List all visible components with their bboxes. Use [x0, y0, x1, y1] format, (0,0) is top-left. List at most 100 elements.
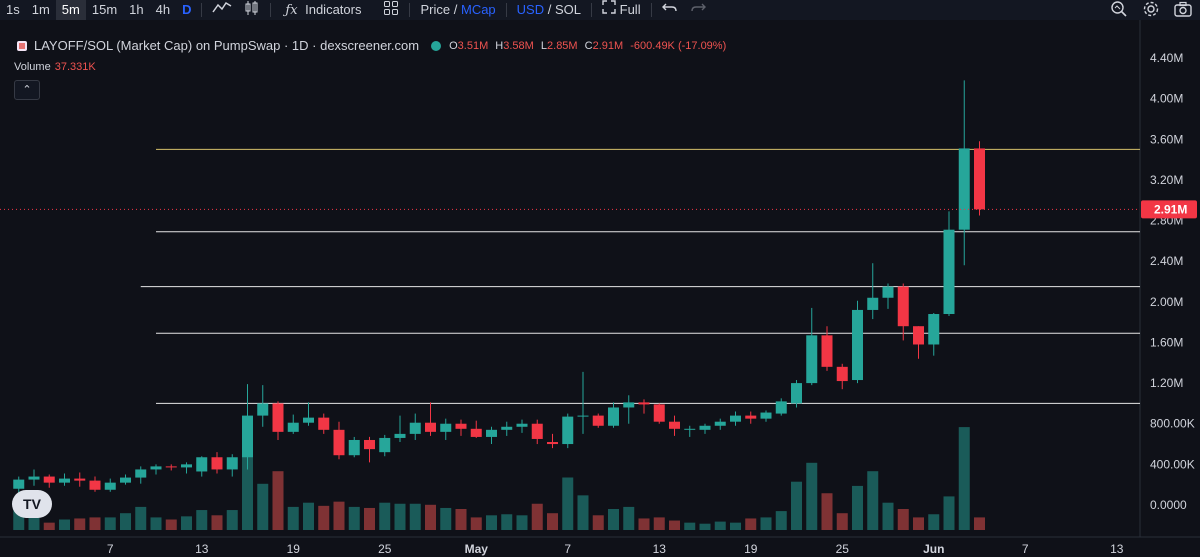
candle-body: [440, 423, 452, 432]
chart-canvas[interactable]: 4.40M4.00M3.60M3.20M2.80M2.40M2.00M1.60M…: [0, 20, 1200, 557]
settings-button[interactable]: [1142, 0, 1160, 21]
price-mcap-toggle[interactable]: Price / MCap: [414, 0, 501, 20]
horizontal-lines[interactable]: [140, 148, 1140, 404]
mcap-label: MCap: [460, 2, 496, 17]
price-axis-label: 4.40M: [1150, 51, 1183, 65]
volume-bar: [852, 485, 863, 530]
high-label: H: [495, 39, 504, 52]
close-value: 2.91M: [592, 39, 624, 52]
ohlc-values: O3.51M H3.58M L2.85M C2.91M -600.49K (-1…: [449, 40, 730, 52]
volume-bar: [623, 506, 635, 530]
layout-button[interactable]: [377, 0, 405, 20]
last-price-marker: 2.91M: [0, 200, 1197, 219]
candle-body: [13, 479, 25, 489]
candle-body: [699, 425, 711, 430]
indicators-button[interactable]: ƒx Indicators: [275, 0, 367, 20]
collapse-legend-button[interactable]: ⌃: [14, 80, 40, 100]
fullscreen-button[interactable]: Full: [596, 0, 647, 20]
function-icon: ƒx: [285, 3, 298, 18]
time-axis-label: 7: [1022, 542, 1029, 556]
candle-body: [669, 421, 680, 429]
redo-button[interactable]: [684, 0, 712, 20]
volume-bar: [714, 521, 726, 530]
candle-body: [775, 401, 787, 414]
interval-5m[interactable]: 5m: [55, 0, 86, 20]
candle-body: [272, 403, 284, 432]
candle-body: [958, 148, 970, 230]
currency-toggle[interactable]: USD / SOL: [511, 0, 587, 20]
candle-body: [43, 476, 55, 483]
sol-label: SOL: [555, 2, 582, 17]
line-chart-type-button[interactable]: [206, 0, 238, 20]
price-axis-label: 800.00K: [1150, 417, 1195, 431]
volume-bar: [135, 506, 147, 530]
candle-body: [470, 428, 482, 437]
candle-body: [59, 478, 70, 483]
volume-bars: [13, 427, 985, 530]
interval-1s[interactable]: 1s: [6, 2, 20, 17]
undo-button[interactable]: [656, 0, 684, 20]
volume-bar: [333, 501, 345, 530]
tradingview-logo[interactable]: TV: [12, 490, 52, 518]
volume-bar: [516, 515, 528, 530]
layout-grid-icon: [384, 1, 399, 15]
screenshot-button[interactable]: [1110, 0, 1128, 21]
candle-body: [577, 415, 589, 417]
interval-1m[interactable]: 1m: [31, 2, 50, 17]
toolbar-right: [1110, 0, 1192, 20]
price-axis[interactable]: 4.40M4.00M3.60M3.20M2.80M2.40M2.00M1.60M…: [1139, 20, 1195, 537]
volume-bar: [104, 517, 116, 530]
eye-icon[interactable]: [431, 40, 442, 51]
candle-body: [653, 404, 665, 422]
candle-body: [852, 309, 863, 381]
interval-4h[interactable]: 4h: [155, 2, 171, 17]
price-axis-label: 4.00M: [1150, 92, 1183, 106]
currency-slash: /: [547, 2, 552, 17]
candle-body: [638, 402, 650, 405]
volume-bar: [59, 519, 70, 530]
volume-bar: [791, 481, 802, 530]
toolbar-divider: [201, 3, 203, 17]
last-price-label: 2.91M: [1154, 202, 1187, 216]
chevron-up-icon: ⌃: [22, 84, 32, 96]
time-axis[interactable]: 7 13 19 25 May 7 13 19 25 Jun 7 13: [0, 536, 1200, 556]
open-label: O: [449, 39, 458, 52]
candle-body: [348, 439, 360, 456]
time-axis-label: 7: [564, 542, 571, 556]
price-axis-label: 2.00M: [1150, 295, 1183, 309]
toolbar-divider: [591, 3, 593, 17]
candle-body: [425, 422, 436, 432]
volume-bar: [562, 477, 574, 530]
candle-body: [714, 421, 726, 426]
volume-bar: [165, 519, 177, 530]
volume-bar: [486, 515, 497, 530]
candle-body: [592, 415, 604, 426]
volume-bar: [821, 493, 833, 530]
candle-body: [547, 442, 558, 445]
candle-body: [531, 423, 543, 439]
close-label: C: [584, 39, 593, 52]
candle-body: [287, 422, 299, 432]
top-toolbar: 1s 1m 5m 15m 1h 4h D ƒx Indicators Price…: [0, 0, 1200, 20]
price-label: Price: [420, 2, 451, 17]
interval-1h[interactable]: 1h: [129, 2, 144, 17]
interval-1d[interactable]: D: [182, 2, 192, 17]
volume-bar: [425, 504, 436, 530]
candle-body: [836, 366, 848, 382]
toolbar-divider: [505, 3, 507, 17]
line-chart-icon: [212, 1, 232, 13]
candle-body: [928, 314, 940, 345]
candle-chart-type-button[interactable]: [238, 0, 266, 20]
volume-bar: [531, 503, 543, 530]
candle-body: [623, 402, 635, 408]
candle-body: [913, 326, 924, 345]
volume-bar: [120, 513, 131, 530]
usd-label: USD: [516, 2, 545, 17]
volume-bar: [684, 522, 696, 530]
candle-body: [684, 428, 696, 430]
snapshot-button[interactable]: [1174, 1, 1192, 20]
candle-body: [974, 148, 985, 210]
price-axis-label: 3.20M: [1150, 173, 1183, 187]
interval-15m[interactable]: 15m: [91, 2, 118, 17]
